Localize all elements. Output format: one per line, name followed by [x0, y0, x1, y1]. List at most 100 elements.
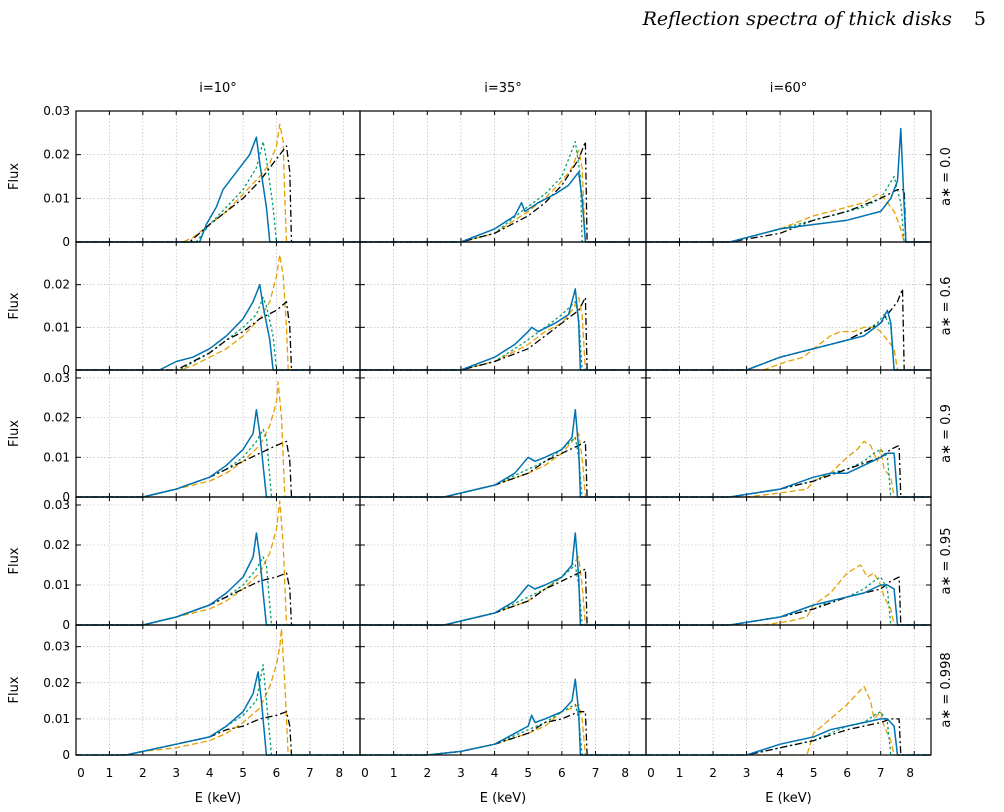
x-tick-label: 2 [709, 766, 717, 780]
x-tick-label: 4 [776, 766, 784, 780]
spectrum-line [646, 440, 931, 498]
x-tick-label: 2 [139, 766, 147, 780]
spectrum-line [646, 448, 931, 498]
spectrum-line [76, 671, 360, 756]
x-tick-label: 3 [457, 766, 465, 780]
spectrum-line [360, 140, 646, 243]
spectrum-line [76, 532, 360, 626]
spectrum-line [76, 428, 360, 498]
spectrum-line [76, 556, 360, 626]
spectrum-line [360, 288, 646, 371]
spectrum-line [646, 175, 931, 243]
panel-frame [75, 496, 361, 626]
y-tick-label: 0.01 [43, 450, 70, 464]
panel-frame [75, 624, 361, 756]
spectrum-line [360, 149, 646, 243]
panel-frame [359, 241, 647, 371]
x-tick-label: 6 [843, 766, 851, 780]
y-axis-label: Flux [7, 420, 22, 447]
panel-frame [645, 110, 932, 243]
panel-frame [75, 241, 361, 371]
spectrum-line [76, 381, 360, 498]
x-tick-label: 8 [621, 766, 629, 780]
x-tick-label: 4 [206, 766, 214, 780]
spectrum-line [646, 313, 931, 371]
y-axis-label: Flux [7, 676, 22, 703]
page-number: 5 [973, 8, 986, 30]
spectrum-line [76, 140, 360, 243]
spectrum-line [646, 685, 931, 756]
y-tick-label: 0.02 [43, 538, 70, 552]
x-tick-label: 1 [390, 766, 398, 780]
spectrum-line [360, 556, 646, 626]
spectrum-line [360, 140, 646, 243]
spectrum-line [360, 711, 646, 756]
y-tick-label: 0.01 [43, 578, 70, 592]
x-tick-label: 0 [647, 766, 655, 780]
y-tick-label: 0.01 [43, 712, 70, 726]
x-tick-label: 6 [558, 766, 566, 780]
spectrum-line [360, 564, 646, 626]
spectrum-line [646, 711, 931, 756]
spectrum-line [76, 500, 360, 626]
spectrum-line [76, 136, 360, 243]
spectrum-line [76, 440, 360, 498]
x-tick-label: 0 [77, 766, 85, 780]
spectrum-line [360, 703, 646, 756]
spectrum-line [646, 127, 931, 243]
column-title: i=10° [199, 81, 237, 96]
y-tick-label: 0.03 [43, 498, 70, 512]
x-tick-label: 5 [239, 766, 247, 780]
y-tick-label: 0 [62, 490, 70, 504]
x-tick-label: 3 [172, 766, 180, 780]
x-tick-label: 5 [524, 766, 532, 780]
x-tick-label: 6 [273, 766, 281, 780]
spectrum-line [360, 568, 646, 626]
row-label: a∗ = 0.998 [939, 652, 954, 727]
x-axis-label: E (keV) [765, 791, 811, 806]
y-tick-label: 0.02 [43, 278, 70, 292]
spectrum-line [76, 408, 360, 498]
y-tick-label: 0.02 [43, 676, 70, 690]
panel-frame [75, 110, 361, 243]
column-title: i=60° [770, 81, 808, 96]
y-axis-label: Flux [7, 163, 22, 190]
panel-frame [645, 369, 932, 498]
x-axis-label: E (keV) [480, 791, 526, 806]
column-title: i=35° [484, 81, 522, 96]
row-label: a∗ = 0.95 [939, 528, 954, 595]
panel-frame [645, 624, 932, 756]
spectrum-line [76, 296, 360, 371]
spectrum-line [646, 326, 931, 371]
spectrum-line [360, 296, 646, 371]
panel-frame [359, 496, 647, 626]
spectrum-line [646, 584, 931, 626]
panel-frame [359, 369, 647, 498]
x-tick-label: 8 [906, 766, 914, 780]
spectrum-line [646, 309, 931, 371]
y-tick-label: 0.02 [43, 148, 70, 162]
spectrum-line [360, 408, 646, 498]
y-tick-label: 0.01 [43, 320, 70, 334]
y-tick-label: 0 [62, 748, 70, 762]
y-tick-label: 0 [62, 235, 70, 249]
spectrum-line [76, 254, 360, 371]
x-tick-label: 8 [335, 766, 343, 780]
spectrum-line [360, 296, 646, 371]
spectrum-line [360, 532, 646, 626]
row-label: a∗ = 0.6 [939, 277, 954, 336]
spectrum-line [360, 432, 646, 498]
spectrum-line [646, 576, 931, 626]
spectrum-line [360, 703, 646, 756]
x-tick-label: 7 [592, 766, 600, 780]
y-axis-label: Flux [7, 292, 22, 319]
y-axis-label: Flux [7, 547, 22, 574]
y-tick-label: 0 [62, 618, 70, 632]
x-tick-label: 7 [877, 766, 885, 780]
panel-frame [359, 110, 647, 243]
spectrum-line [360, 436, 646, 498]
running-header: Reflection spectra of thick disks 5 [643, 8, 986, 30]
spectrum-line [360, 678, 646, 756]
spectrum-line [76, 711, 360, 756]
y-tick-label: 0 [62, 363, 70, 377]
